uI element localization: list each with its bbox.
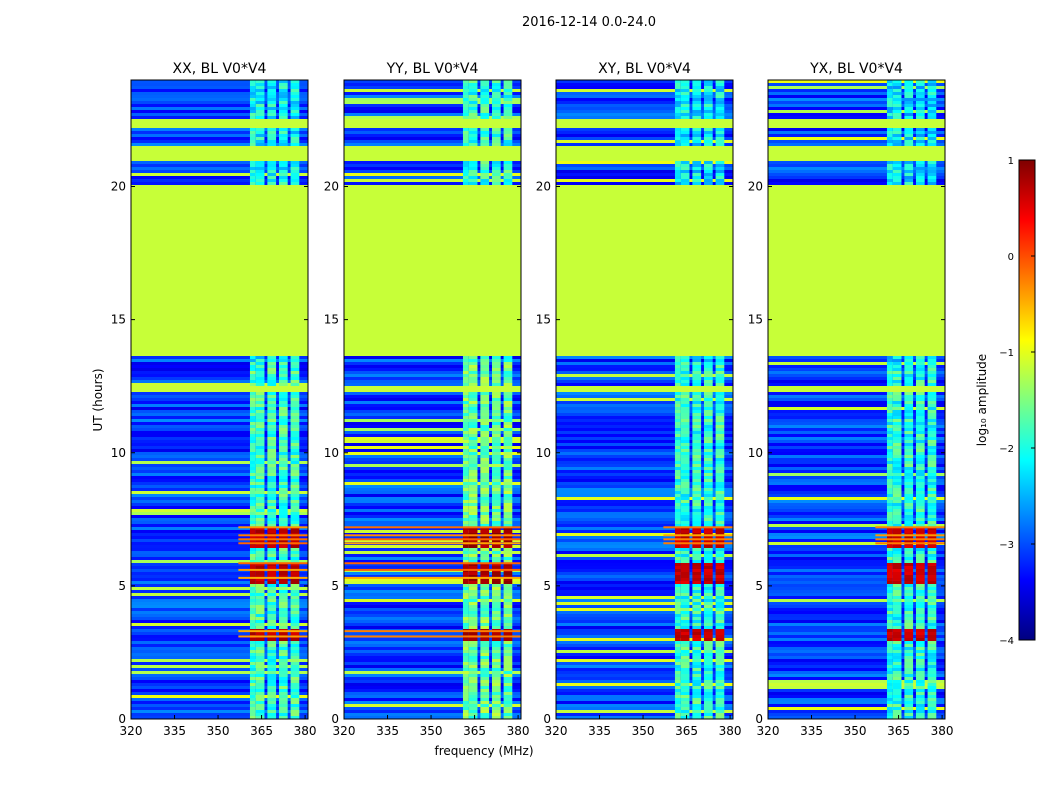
panel-4: YX, BL V0*V4 320 335 350 365 380 0 5 10 15 20 xyxy=(748,61,954,738)
x-tick-label: 335 xyxy=(376,724,399,738)
panel-title: YX, BL V0*V4 xyxy=(809,61,903,77)
panel-frame xyxy=(555,79,734,720)
x-tick-label: 365 xyxy=(250,724,273,738)
y-tick-label: 10 xyxy=(111,446,126,460)
colorbar-tick-label: −1 xyxy=(999,348,1014,359)
x-tick-label: 320 xyxy=(545,724,568,738)
y-axis-label: UT (hours) xyxy=(91,368,105,431)
panel-title: XX, BL V0*V4 xyxy=(173,61,267,77)
x-tick-label: 350 xyxy=(632,724,655,738)
y-tick-label: 0 xyxy=(543,712,551,726)
panel-title: XY, BL V0*V4 xyxy=(598,61,691,77)
figure-title: 2016-12-14 0.0-24.0 xyxy=(522,15,656,30)
y-tick-label: 5 xyxy=(543,579,551,593)
colorbar-label: log₁₀ amplitude xyxy=(975,354,989,446)
colorbar-tick-label: −4 xyxy=(999,636,1014,647)
y-tick-label: 5 xyxy=(331,579,339,593)
y-tick-label: 5 xyxy=(118,579,126,593)
y-tick-label: 20 xyxy=(111,180,126,194)
colorbar-tick-label: 1 xyxy=(1008,156,1014,167)
colorbar-tick-label: −2 xyxy=(999,444,1014,455)
y-tick-label: 15 xyxy=(111,313,126,327)
panel-1: XX, BL V0*V4 320 335 350 365 380 0 5 10 15 20 xyxy=(111,61,317,738)
colorbar: −4 −3 −2 −1 0 1 xyxy=(999,156,1036,647)
x-tick-label: 335 xyxy=(800,724,823,738)
y-tick-label: 10 xyxy=(536,446,551,460)
x-tick-label: 350 xyxy=(207,724,230,738)
x-axis-label: frequency (MHz) xyxy=(434,744,533,758)
panel-frame xyxy=(343,79,522,720)
y-tick-label: 0 xyxy=(755,712,763,726)
panel-2: YY, BL V0*V4 320 335 350 365 380 0 5 10 15 20 xyxy=(324,61,530,738)
y-tick-label: 0 xyxy=(118,712,126,726)
panel-heatmap xyxy=(131,80,308,719)
colorbar-tick-label: 0 xyxy=(1008,252,1014,263)
colorbar-tick-label: −3 xyxy=(999,540,1014,551)
panel-frame xyxy=(767,79,946,720)
x-tick-label: 380 xyxy=(507,724,530,738)
y-tick-label: 20 xyxy=(536,180,551,194)
y-tick-label: 5 xyxy=(755,579,763,593)
x-tick-label: 320 xyxy=(120,724,143,738)
panel-heatmap xyxy=(556,80,733,719)
panel-frame xyxy=(130,79,309,720)
x-tick-label: 380 xyxy=(719,724,742,738)
x-tick-label: 380 xyxy=(931,724,954,738)
x-tick-label: 320 xyxy=(333,724,356,738)
y-tick-label: 15 xyxy=(536,313,551,327)
x-tick-label: 335 xyxy=(588,724,611,738)
y-tick-label: 0 xyxy=(331,712,339,726)
panel-heatmap xyxy=(768,80,945,719)
colorbar-gradient xyxy=(1018,159,1036,641)
x-tick-label: 350 xyxy=(420,724,443,738)
panel-title: YY, BL V0*V4 xyxy=(386,61,479,77)
panel-3: XY, BL V0*V4 320 335 350 365 380 0 5 10 15 20 xyxy=(536,61,742,738)
panel-heatmap xyxy=(344,80,521,719)
y-tick-label: 20 xyxy=(324,180,339,194)
y-tick-label: 20 xyxy=(748,180,763,194)
y-tick-label: 10 xyxy=(324,446,339,460)
x-tick-label: 365 xyxy=(675,724,698,738)
x-tick-label: 350 xyxy=(844,724,867,738)
x-tick-label: 380 xyxy=(294,724,317,738)
y-tick-label: 10 xyxy=(748,446,763,460)
x-tick-label: 335 xyxy=(163,724,186,738)
x-tick-label: 365 xyxy=(463,724,486,738)
y-tick-label: 15 xyxy=(324,313,339,327)
x-tick-label: 320 xyxy=(757,724,780,738)
y-tick-label: 15 xyxy=(748,313,763,327)
x-tick-label: 365 xyxy=(887,724,910,738)
